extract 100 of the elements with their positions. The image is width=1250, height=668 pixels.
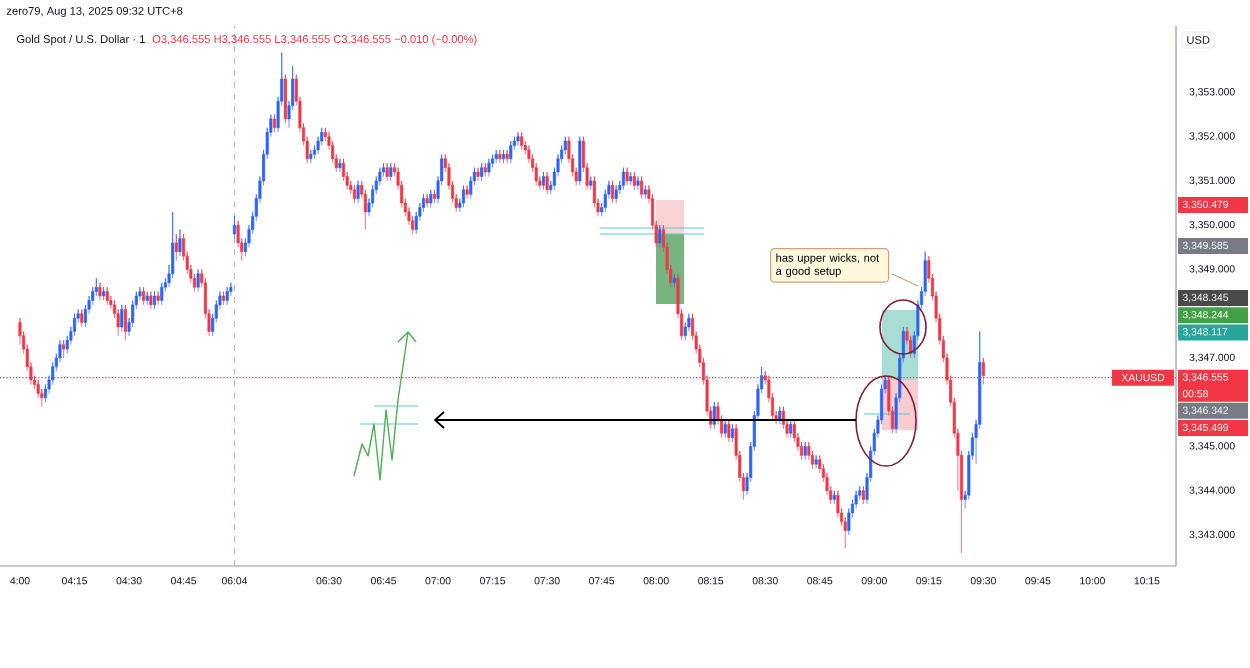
- candlestick: [563, 136, 567, 155]
- candlestick: [73, 313, 77, 337]
- candlestick: [62, 339, 66, 359]
- candlestick: [636, 176, 640, 191]
- candlestick: [643, 184, 647, 199]
- candlestick: [778, 406, 782, 425]
- candlestick: [480, 162, 484, 182]
- candlestick: [498, 149, 502, 164]
- candlestick: [476, 167, 480, 182]
- candlestick: [389, 162, 393, 182]
- candlestick: [371, 184, 375, 208]
- candlestick: [807, 441, 811, 461]
- candlestick: [640, 176, 644, 199]
- candlestick: [832, 490, 836, 505]
- candlestick: [629, 171, 633, 186]
- candlestick: [145, 291, 149, 306]
- candlestick: [541, 171, 545, 191]
- candlestick: [105, 286, 109, 306]
- candlestick: [156, 291, 160, 306]
- candlestick: [792, 419, 796, 443]
- candlestick: [854, 490, 858, 509]
- candlestick: [621, 167, 625, 191]
- candlestick: [338, 158, 342, 173]
- candlestick: [40, 388, 44, 408]
- candlestick: [800, 441, 804, 461]
- candlestick: [432, 189, 436, 204]
- candlestick: [283, 74, 287, 124]
- candlestick: [378, 167, 382, 186]
- candlestick: [523, 140, 527, 155]
- candlestick: [232, 215, 236, 239]
- candlestick: [611, 180, 615, 204]
- candlestick: [461, 184, 466, 208]
- candlestick: [491, 154, 495, 168]
- candlestick: [658, 224, 662, 248]
- candlestick: [98, 282, 102, 301]
- candlestick: [196, 269, 200, 292]
- candlestick: [578, 136, 582, 186]
- candlestick: [109, 295, 113, 310]
- candlestick: [425, 193, 429, 208]
- candlestick: [487, 158, 491, 177]
- candlestick: [149, 291, 153, 310]
- candlestick: [349, 180, 353, 195]
- candlestick: [614, 184, 618, 204]
- candlestick: [632, 171, 636, 191]
- candlestick: [80, 308, 84, 328]
- candlestick: [810, 450, 814, 469]
- candlestick: [123, 304, 127, 341]
- candlestick: [323, 127, 327, 142]
- candlestick: [592, 176, 596, 208]
- candlestick: [814, 454, 818, 469]
- candlestick: [545, 171, 549, 195]
- candlestick: [309, 149, 313, 164]
- candlestick: [116, 308, 120, 337]
- candlestick: [171, 211, 175, 279]
- candlestick: [356, 180, 360, 204]
- candlestick: [120, 304, 124, 332]
- candlestick: [625, 167, 629, 186]
- candlestick: [222, 291, 226, 306]
- candlestick: [225, 286, 229, 306]
- candlestick: [174, 233, 178, 261]
- candlestick: [102, 286, 106, 301]
- candlestick: [789, 419, 793, 438]
- candlestick: [342, 158, 346, 182]
- candlestick: [505, 149, 509, 164]
- candlestick: [516, 131, 520, 146]
- candlestick: [803, 441, 807, 461]
- candlestick: [589, 176, 593, 191]
- candlestick: [843, 516, 847, 549]
- candlestick: [483, 162, 487, 177]
- candlestick: [421, 193, 426, 213]
- candlestick: [229, 282, 233, 297]
- candlestick: [414, 211, 418, 235]
- candlestick: [534, 162, 538, 186]
- candlestick: [385, 162, 389, 182]
- candlestick: [94, 277, 98, 297]
- candlestick: [91, 286, 95, 306]
- candlestick: [861, 485, 865, 505]
- candlestick: [501, 149, 505, 164]
- candlestick: [331, 140, 335, 164]
- candlestick: [730, 424, 735, 443]
- candlestick: [160, 282, 164, 306]
- candlestick: [178, 229, 182, 257]
- candlestick: [509, 140, 513, 164]
- candlestick: [320, 127, 324, 146]
- candlestick: [836, 490, 840, 518]
- candlestick: [272, 114, 276, 133]
- candlestick: [382, 162, 386, 177]
- candlestick: [352, 184, 356, 204]
- candlestick: [18, 317, 22, 346]
- candlestick: [494, 149, 498, 164]
- candlestick: [818, 454, 822, 474]
- candlestick: [142, 286, 146, 306]
- candlestick: [687, 313, 691, 332]
- candlestick: [152, 291, 157, 310]
- candlestick: [520, 131, 524, 151]
- candlestick: [411, 215, 415, 235]
- candlestick: [465, 184, 469, 199]
- candlestick: [672, 273, 676, 288]
- candlestick: [825, 472, 829, 496]
- candlestick: [138, 286, 142, 301]
